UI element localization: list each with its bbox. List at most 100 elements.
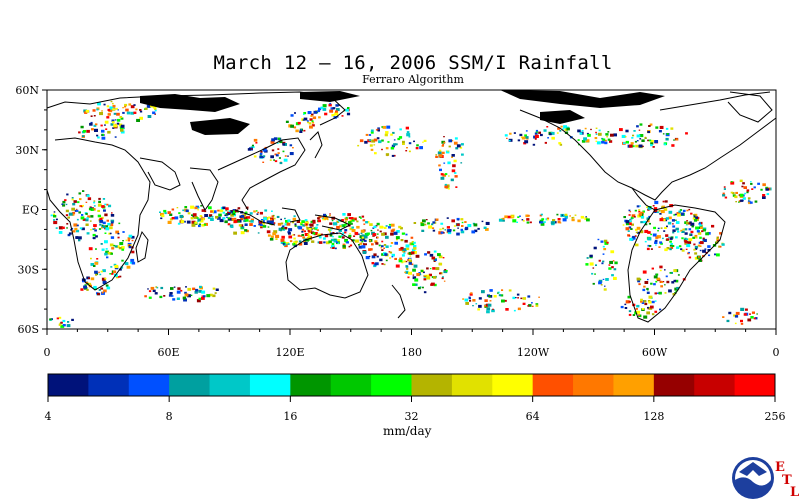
rain-pixel (654, 200, 659, 205)
rain-pixel (400, 246, 404, 250)
rain-pixel (403, 260, 406, 263)
rain-pixel (279, 140, 283, 144)
rain-pixel (85, 201, 88, 203)
rain-pixel (741, 185, 744, 188)
rain-pixel (229, 212, 232, 215)
rain-pixel (679, 209, 683, 211)
rain-pixel (513, 132, 516, 134)
rain-pixel (154, 292, 158, 295)
rain-pixel (452, 164, 456, 168)
rain-pixel (362, 219, 366, 222)
rain-pixel (401, 250, 404, 253)
rain-pixel (309, 125, 313, 129)
rain-pixel (191, 220, 196, 224)
rain-pixel (328, 103, 332, 107)
rain-pixel (411, 248, 416, 252)
rain-pixel (722, 192, 725, 195)
rain-pixel (625, 220, 630, 224)
rain-pixel (636, 304, 640, 308)
rain-pixel (101, 129, 105, 133)
rain-pixel (269, 159, 272, 161)
rain-pixel (431, 227, 435, 229)
rain-pixel (370, 129, 374, 132)
rain-pixel (133, 111, 137, 114)
rain-pixel (139, 116, 143, 120)
rain-pixel (716, 253, 720, 257)
rain-pixel (388, 251, 391, 253)
rain-pixel (292, 217, 297, 221)
rain-pixel (654, 239, 658, 242)
rain-pixel (130, 111, 135, 115)
rain-pixel (371, 255, 376, 259)
rain-pixel (100, 287, 104, 290)
rain-pixel (307, 111, 312, 115)
rain-pixel (564, 215, 568, 219)
rain-pixel (105, 128, 108, 130)
rain-pixel (92, 208, 96, 211)
rain-pixel (377, 229, 379, 231)
rain-pixel (72, 211, 76, 215)
rain-pixel (376, 236, 379, 239)
rain-pixel (58, 226, 63, 230)
rain-pixel (405, 271, 409, 274)
rain-pixel (659, 212, 662, 215)
rain-pixel (402, 250, 406, 253)
rain-pixel (394, 241, 398, 245)
lat-label: 30N (15, 144, 39, 157)
rain-pixel (447, 150, 449, 152)
rain-pixel (119, 268, 122, 271)
rain-pixel (317, 219, 321, 223)
rain-pixel (100, 124, 103, 127)
rain-pixel (330, 232, 333, 235)
rain-pixel (751, 188, 754, 190)
rain-pixel (652, 205, 655, 207)
rain-pixel (647, 139, 650, 142)
rain-pixel (467, 224, 472, 228)
rain-pixel (85, 218, 89, 222)
rain-pixel (692, 217, 696, 220)
rain-pixel (381, 240, 384, 243)
rain-pixel (437, 151, 442, 155)
rain-pixel (273, 159, 275, 161)
rain-pixel (694, 256, 699, 260)
rain-pixel (124, 262, 129, 266)
rain-pixel (374, 152, 377, 155)
rain-pixel (273, 217, 276, 220)
rain-pixel (375, 242, 379, 245)
rain-pixel (668, 216, 672, 220)
rain-pixel (738, 200, 742, 203)
rain-pixel (148, 290, 152, 293)
rain-pixel (407, 276, 410, 279)
rain-pixel (109, 106, 114, 110)
rain-pixel (250, 148, 253, 150)
rain-pixel (435, 218, 439, 221)
rain-pixel (109, 273, 112, 275)
rain-pixel (85, 212, 88, 215)
rain-pixel (485, 228, 489, 231)
rain-pixel (101, 227, 103, 229)
rain-pixel (393, 143, 397, 146)
rain-pixel (347, 221, 352, 224)
rain-pixel (632, 235, 635, 239)
rain-pixel (176, 297, 180, 300)
rain-pixel (122, 111, 125, 114)
rain-pixel (473, 223, 478, 227)
rain-pixel (342, 243, 346, 246)
rain-pixel (383, 247, 385, 249)
rain-pixel (298, 240, 302, 243)
rain-pixel (307, 233, 310, 236)
rain-pixel (511, 215, 514, 218)
rain-pixel (79, 205, 83, 208)
rain-pixel (673, 279, 677, 282)
rain-pixel (386, 125, 391, 129)
rain-pixel (619, 128, 623, 132)
rain-pixel (341, 236, 345, 239)
rain-pixel (98, 289, 101, 291)
rain-pixel (439, 168, 442, 172)
rain-pixel (406, 131, 410, 134)
rain-pixel (384, 133, 388, 137)
rain-pixel (557, 127, 561, 130)
rain-pixel (233, 213, 236, 217)
rain-pixel (608, 264, 611, 266)
